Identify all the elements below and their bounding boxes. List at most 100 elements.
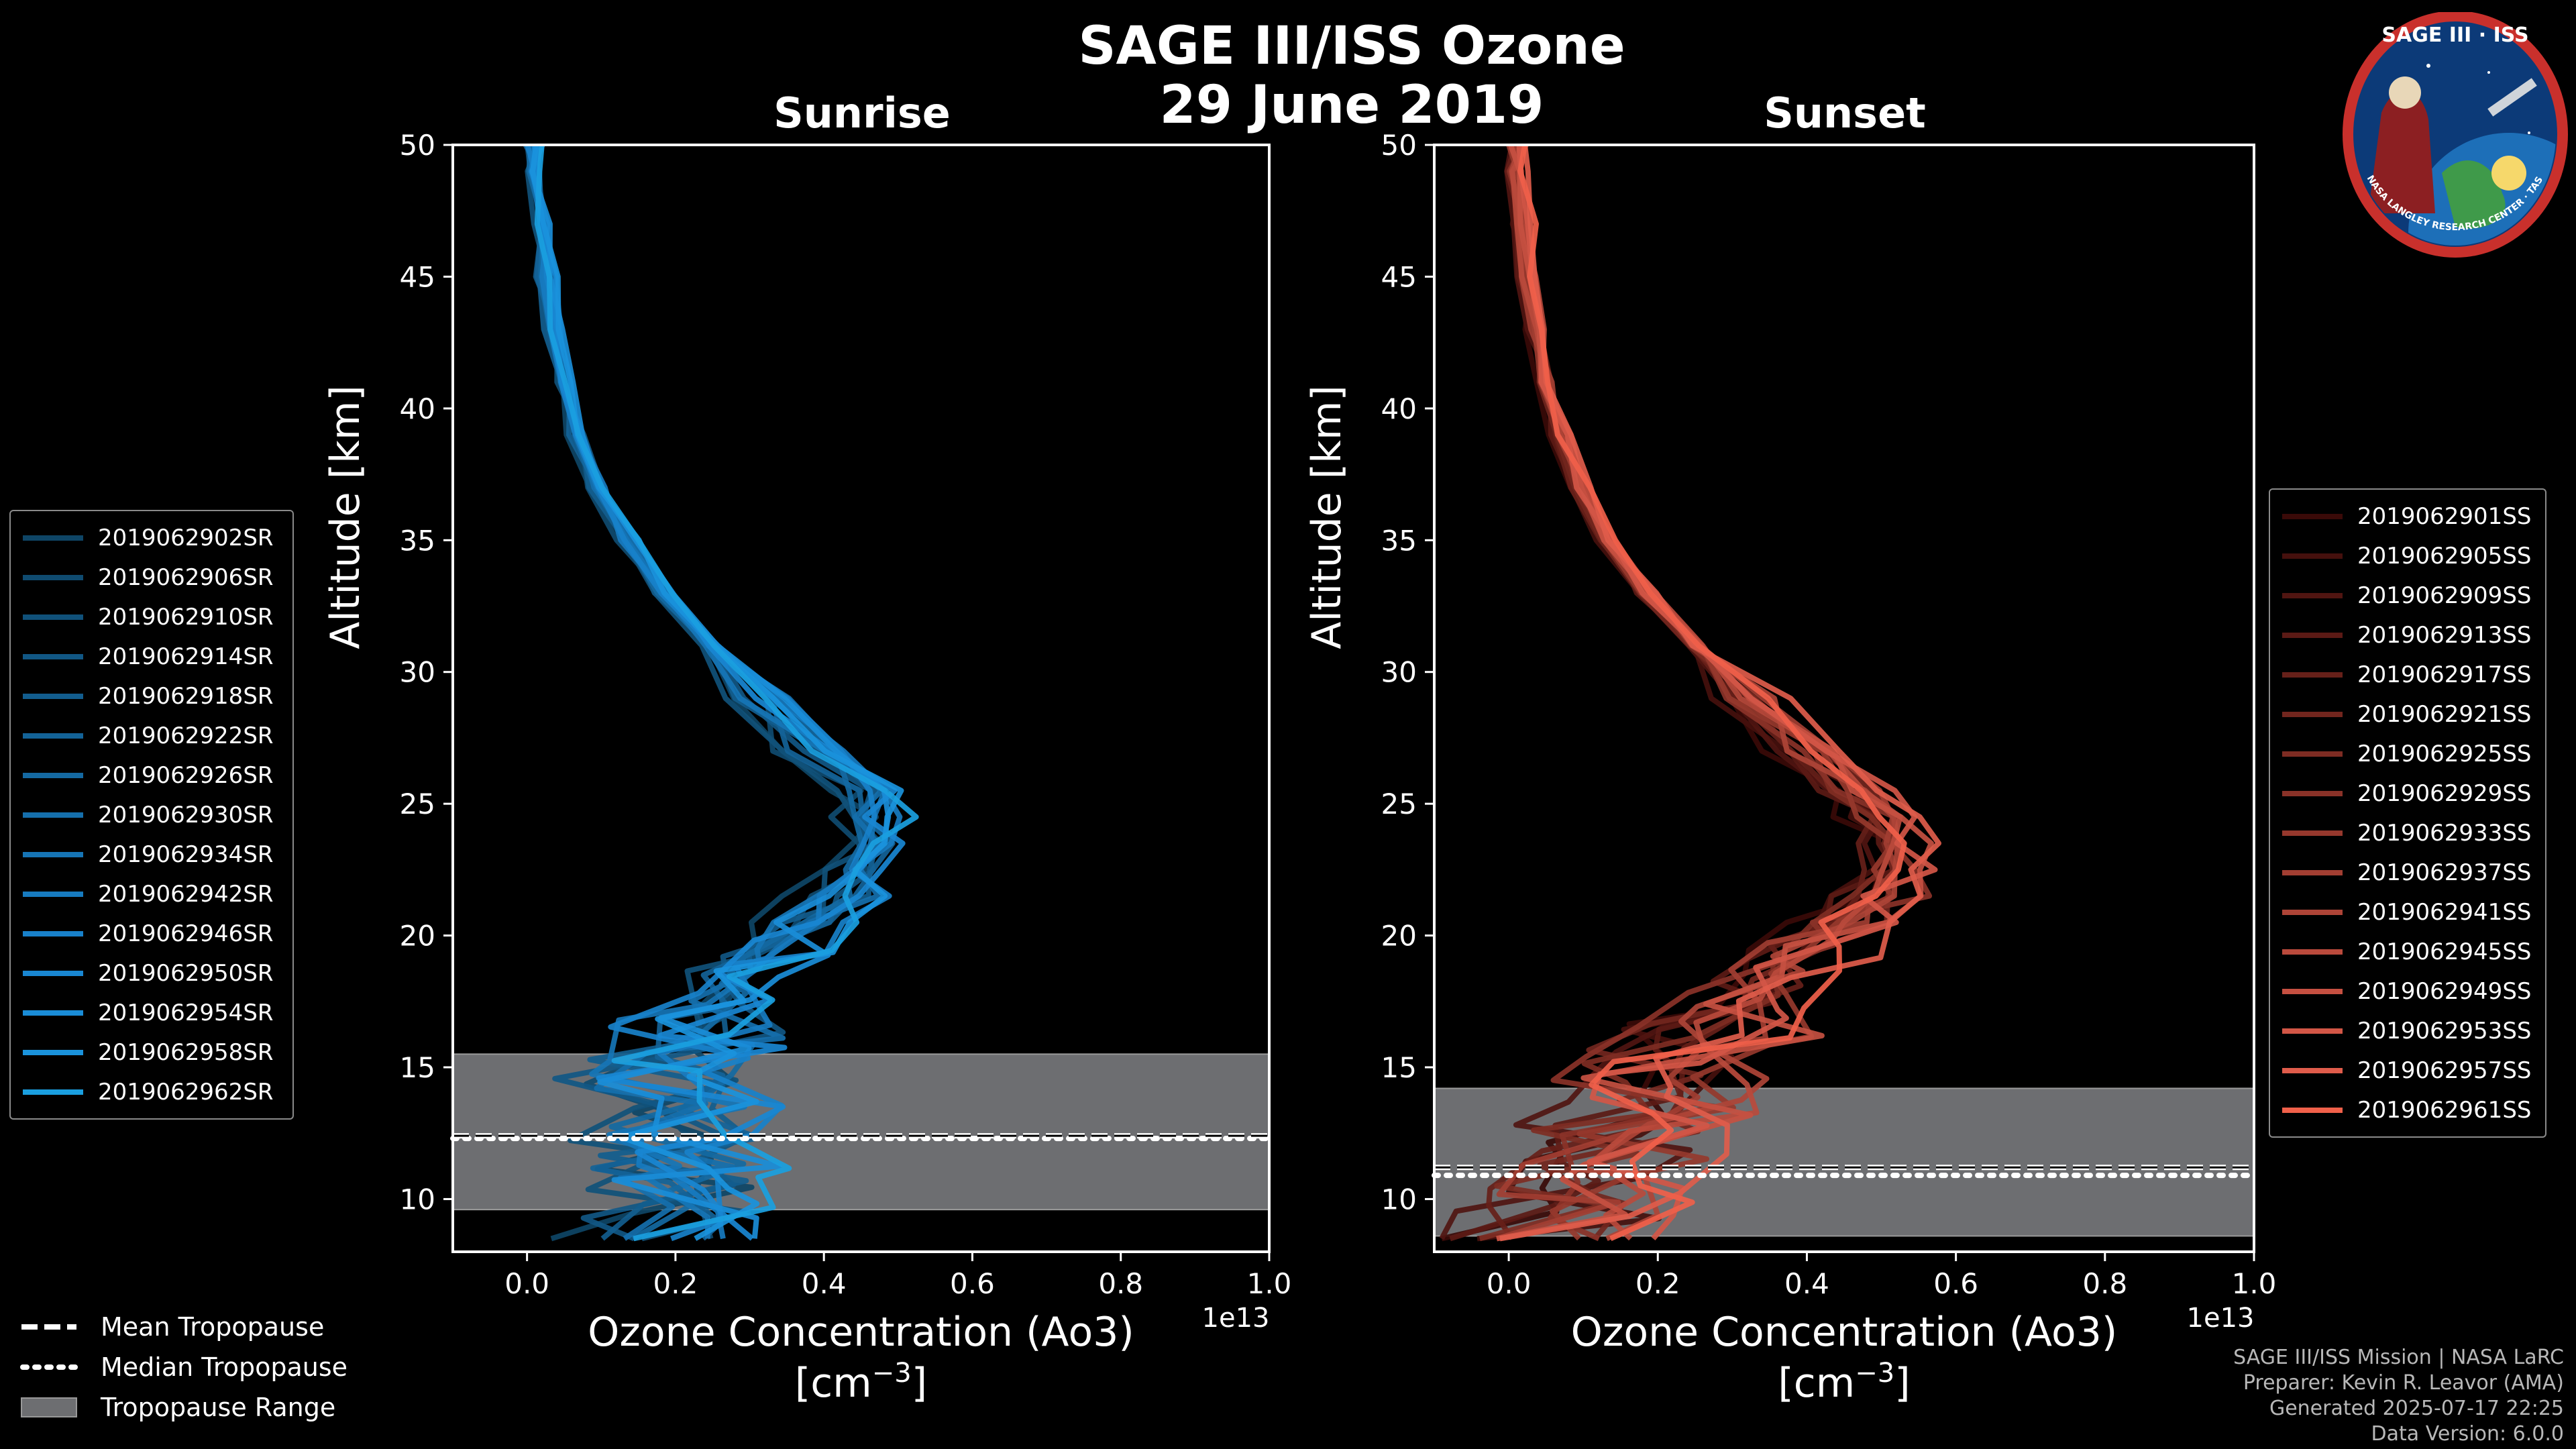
line-swatch-icon: [2282, 711, 2343, 717]
line-swatch-icon: [2282, 909, 2343, 915]
sunrise-legend-label: 2019062906SR: [98, 564, 274, 591]
sunrise-xtick-label: 0.0: [504, 1267, 549, 1300]
sunrise-profile-2019062958SR: [529, 144, 904, 1241]
sunset-legend-item: 2019062913SS: [2270, 615, 2545, 655]
sunrise-legend-label: 2019062922SR: [98, 722, 274, 749]
line-swatch-icon: [23, 812, 83, 818]
sunset-ytick-label: 20: [1381, 920, 1417, 953]
sunset-legend-label: 2019062945SS: [2357, 938, 2532, 965]
legend-median-tropopause: Median Tropopause: [20, 1347, 347, 1387]
sunrise-x-axis-label: Ozone Concentration (Ao3): [588, 1309, 1134, 1356]
line-swatch-icon: [23, 653, 83, 659]
logo-sage-face: [2389, 76, 2421, 109]
sunrise-unit-exponent: −3: [872, 1358, 912, 1389]
sunrise-legend-label: 2019062902SR: [98, 524, 274, 551]
sunset-legend-label: 2019062909SS: [2357, 582, 2532, 609]
sunset-ytick-label: 10: [1381, 1183, 1417, 1216]
sunrise-legend-label: 2019062954SR: [98, 999, 274, 1026]
sunset-legend-item: 2019062909SS: [2270, 576, 2545, 615]
sunrise-legend-item: 2019062910SR: [11, 597, 292, 637]
sunrise-ytick-label: 50: [400, 129, 435, 162]
sunrise-legend-label: 2019062950SR: [98, 959, 274, 987]
legend-median-label: Median Tropopause: [101, 1352, 347, 1382]
sunrise-xtick-label: 0.2: [653, 1267, 698, 1300]
sunrise-legend-label: 2019062930SR: [98, 801, 274, 828]
line-swatch-icon: [23, 1010, 83, 1016]
dotted-line-icon: [20, 1364, 78, 1370]
footer-preparer: Preparer: Kevin R. Leavor (AMA): [2243, 1371, 2564, 1395]
sunrise-legend-item: 2019062914SR: [11, 637, 292, 676]
sunrise-legend-label: 2019062958SR: [98, 1038, 274, 1066]
sunrise-legend-item: 2019062962SR: [11, 1072, 292, 1112]
sunset-legend-item: 2019062929SS: [2270, 773, 2545, 813]
legend-range-label: Tropopause Range: [101, 1393, 336, 1422]
sunrise-legend-item: 2019062958SR: [11, 1032, 292, 1072]
line-swatch-icon: [23, 970, 83, 976]
sunset-xtick-label: 0.4: [1784, 1267, 1829, 1300]
sunrise-legend-label: 2019062934SR: [98, 841, 274, 868]
sunset-legend-label: 2019062925SS: [2357, 740, 2532, 767]
sunset-unit-open: [cm: [1778, 1360, 1855, 1407]
sunset-legend-label: 2019062913SS: [2357, 621, 2532, 649]
sunrise-ytick-label: 15: [400, 1051, 435, 1084]
sunset-legend-item: 2019062937SS: [2270, 853, 2545, 892]
dashed-line-icon: [21, 1324, 76, 1330]
sunset-profile-2019062937SS: [1495, 144, 1899, 1242]
line-swatch-icon: [23, 772, 83, 778]
sunset-legend-label: 2019062953SS: [2357, 1017, 2532, 1044]
sunset-legend-label: 2019062905SS: [2357, 542, 2532, 570]
sunrise-legend-label: 2019062918SR: [98, 682, 274, 710]
line-swatch-icon: [2282, 790, 2343, 796]
sunset-ytick-label: 35: [1381, 524, 1417, 557]
sunrise-panel: Sunrise 0.0 0.2 0.4 0.6 0.8 1.0 10 15 20 25 30 35 40…: [322, 89, 1291, 1407]
sunrise-unit-close: ]: [912, 1360, 927, 1407]
figure-title-line2: 29 June 2019: [1160, 75, 1544, 136]
figure-title-line1: SAGE III/ISS Ozone: [1078, 16, 1625, 76]
sunset-profile-2019062953SS: [1516, 144, 1938, 1241]
sunrise-legend-label: 2019062942SR: [98, 880, 274, 908]
sunset-profile-lines: [1439, 144, 1941, 1242]
sunrise-profile-2019062962SR: [534, 144, 919, 1242]
sunset-ytick-label: 30: [1381, 656, 1417, 689]
sunrise-legend-item: 2019062942SR: [11, 874, 292, 914]
sunrise-legend-item: 2019062906SR: [11, 557, 292, 597]
sunset-legend-item: 2019062961SS: [2270, 1090, 2545, 1130]
sunrise-y-axis-label: Altitude [km]: [322, 385, 369, 649]
sunrise-axes-frame: [451, 144, 1271, 1253]
sunset-legend-label: 2019062933SS: [2357, 819, 2532, 847]
gray-box-icon: [21, 1397, 77, 1417]
sunrise-tropopause-lines: [450, 1133, 1272, 1142]
line-swatch-icon: [23, 891, 83, 897]
line-swatch-icon: [23, 1089, 83, 1095]
line-swatch-icon: [2282, 1067, 2343, 1073]
line-swatch-icon: [23, 574, 83, 580]
sunset-ytick-label: 25: [1381, 788, 1417, 820]
sunrise-panel-title: Sunrise: [773, 89, 951, 138]
sunset-xtick-label: 0.6: [1933, 1267, 1978, 1300]
sunset-legend-label: 2019062961SS: [2357, 1096, 2532, 1124]
sunset-legend-item: 2019062957SS: [2270, 1051, 2545, 1090]
logo-title: SAGE III · ISS: [2381, 23, 2528, 47]
legend-mean-tropopause: Mean Tropopause: [20, 1307, 347, 1347]
line-swatch-icon: [23, 614, 83, 620]
sunset-legend-item: 2019062945SS: [2270, 932, 2545, 971]
logo-sun: [2491, 156, 2526, 191]
sunrise-legend-label: 2019062946SR: [98, 920, 274, 947]
sunrise-xtick-label: 0.8: [1098, 1267, 1143, 1300]
sunset-ytick-label: 15: [1381, 1051, 1417, 1084]
sunset-legend-item: 2019062901SS: [2270, 496, 2545, 536]
logo-continent: [2442, 160, 2506, 229]
line-swatch-icon: [23, 851, 83, 857]
sunset-unit-exponent: −3: [1855, 1358, 1894, 1389]
sunset-legend-item: 2019062917SS: [2270, 655, 2545, 694]
sunset-legend-item: 2019062941SS: [2270, 892, 2545, 932]
footer-generated: Generated 2025-07-17 22:25: [2269, 1397, 2564, 1420]
sunrise-ytick-label: 45: [400, 260, 435, 293]
sunset-ytick-label: 45: [1381, 260, 1417, 293]
sunrise-xtick-label: 0.6: [950, 1267, 995, 1300]
footer-mission: SAGE III/ISS Mission | NASA LaRC: [2233, 1346, 2564, 1369]
sunset-x-axis-unit: [cm−3]: [1778, 1358, 1910, 1407]
sunset-legend: 2019062901SS 2019062905SS 2019062909SS 2019…: [2269, 488, 2546, 1138]
sunrise-legend-item: 2019062926SR: [11, 755, 292, 795]
